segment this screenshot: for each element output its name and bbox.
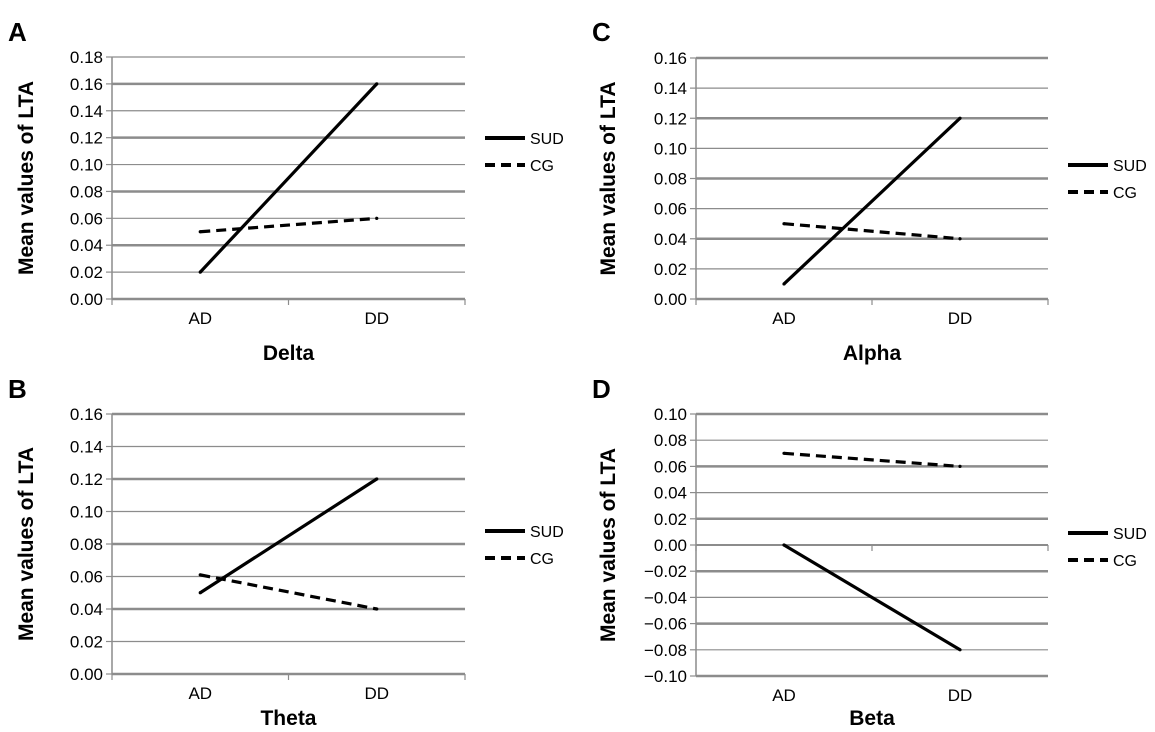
legend-label: SUD xyxy=(1113,526,1147,543)
x-axis-title: Beta xyxy=(849,707,895,730)
y-axis-title: Mean values of LTA xyxy=(597,448,620,642)
y-tick-label: 0.06 xyxy=(70,568,103,587)
data-point-cg xyxy=(375,607,379,611)
y-tick-label: −0.06 xyxy=(644,615,687,634)
data-point-cg xyxy=(782,222,786,226)
data-point-cg xyxy=(958,237,962,241)
legend-label: CG xyxy=(1113,185,1137,202)
x-tick-label: DD xyxy=(948,309,973,328)
y-tick-label: 0.08 xyxy=(70,535,103,554)
legend-label: SUD xyxy=(1113,158,1147,175)
x-axis-title: Delta xyxy=(263,342,315,365)
panel-letter: D xyxy=(592,374,611,404)
chart-panel-d: D −0.10 −0.08 −0.06 −0.04 −0.02 0.00 0.02 0.04 0.… xyxy=(592,374,1147,730)
legend-label: SUD xyxy=(530,524,564,541)
x-axis-title: Alpha xyxy=(843,342,902,365)
y-tick-label: 0.10 xyxy=(70,156,103,175)
data-point-cg xyxy=(958,464,962,468)
data-point-sud xyxy=(198,591,202,595)
y-tick-label: 0.00 xyxy=(70,290,103,309)
y-tick-label: 0.04 xyxy=(70,600,103,619)
y-tick-label: 0.14 xyxy=(70,438,103,457)
y-tick-label: −0.02 xyxy=(644,562,687,581)
y-tick-label: 0.14 xyxy=(654,79,687,98)
y-tick-label: 0.14 xyxy=(70,102,103,121)
data-point-cg xyxy=(198,573,202,577)
y-tick-label: 0.16 xyxy=(654,49,687,68)
data-point-sud xyxy=(375,477,379,481)
y-tick-label: 0.10 xyxy=(70,503,103,522)
y-tick-label: −0.08 xyxy=(644,641,687,660)
y-tick-label: 0.10 xyxy=(654,405,687,424)
y-tick-label: 0.00 xyxy=(654,290,687,309)
data-point-sud xyxy=(958,116,962,120)
legend-label: CG xyxy=(530,551,554,568)
legend-label: CG xyxy=(1113,553,1137,570)
x-tick-label: DD xyxy=(364,684,389,703)
y-tick-label: 0.08 xyxy=(70,182,103,201)
y-tick-label: 0.04 xyxy=(654,230,687,249)
y-tick-label: 0.02 xyxy=(654,510,687,529)
y-tick-label: 0.02 xyxy=(70,263,103,282)
series-line-cg xyxy=(199,573,378,611)
y-tick-label: 0.06 xyxy=(70,209,103,228)
data-point-cg xyxy=(375,216,379,220)
y-tick-label: 0.02 xyxy=(654,260,687,279)
x-tick-label: DD xyxy=(948,686,973,705)
series-line-cg xyxy=(200,216,377,234)
x-tick-label: AD xyxy=(772,686,796,705)
y-tick-label: −0.04 xyxy=(644,588,687,607)
y-tick-label: 0.02 xyxy=(70,633,103,652)
y-tick-label: 0.06 xyxy=(654,200,687,219)
x-tick-label: AD xyxy=(188,309,212,328)
data-point-sud xyxy=(782,282,786,286)
y-tick-label: 0.08 xyxy=(654,170,687,189)
panel-letter: C xyxy=(592,17,611,47)
data-point-sud xyxy=(198,270,202,274)
data-point-cg xyxy=(782,451,786,455)
y-axis-title: Mean values of LTA xyxy=(15,81,38,275)
x-tick-label: AD xyxy=(772,309,796,328)
chart-panel-b: B 0.00 0.02 0.04 0.06 0.08 0.10 0.12 0.14 0.16 AD D… xyxy=(8,374,564,730)
data-point-sud xyxy=(958,648,962,652)
series-line-cg xyxy=(783,222,961,241)
data-point-cg xyxy=(198,230,202,234)
panel-letter: A xyxy=(8,17,27,47)
y-tick-label: 0.12 xyxy=(70,129,103,148)
y-tick-label: 0.12 xyxy=(70,470,103,489)
y-tick-label: −0.10 xyxy=(644,667,687,686)
y-tick-label: 0.06 xyxy=(654,457,687,476)
y-tick-label: 0.00 xyxy=(654,536,687,555)
y-tick-label: 0.04 xyxy=(654,484,687,503)
data-point-sud xyxy=(782,543,786,547)
series-line-sud xyxy=(782,117,962,286)
y-tick-label: 0.04 xyxy=(70,236,103,255)
y-tick-label: 0.16 xyxy=(70,75,103,94)
data-point-sud xyxy=(375,82,379,86)
chart-panel-a: A 0.00 0.02 0.04 0.06 0.08 0.10 0.12 0.14 0.16 0.1… xyxy=(8,17,564,365)
series-line-sud xyxy=(783,543,961,652)
y-tick-label: 0.08 xyxy=(654,431,687,450)
x-tick-label: DD xyxy=(364,309,389,328)
legend-label: CG xyxy=(530,158,554,175)
y-tick-label: 0.00 xyxy=(70,665,103,684)
y-tick-label: 0.10 xyxy=(654,139,687,158)
y-tick-label: 0.18 xyxy=(70,48,103,67)
y-axis-title: Mean values of LTA xyxy=(15,447,38,641)
y-axis-title: Mean values of LTA xyxy=(597,81,620,275)
panel-letter: B xyxy=(8,374,27,404)
series-line-sud xyxy=(199,82,378,274)
series-line-cg xyxy=(783,451,961,468)
chart-panel-c: C 0.00 0.02 0.04 0.06 0.08 0.10 0.12 0.14 0.16 AD D… xyxy=(592,17,1147,365)
x-tick-label: AD xyxy=(188,684,212,703)
legend-label: SUD xyxy=(530,131,564,148)
series-line-sud xyxy=(199,477,378,595)
y-tick-label: 0.16 xyxy=(70,405,103,424)
y-tick-label: 0.12 xyxy=(654,109,687,128)
x-axis-title: Theta xyxy=(260,707,316,730)
